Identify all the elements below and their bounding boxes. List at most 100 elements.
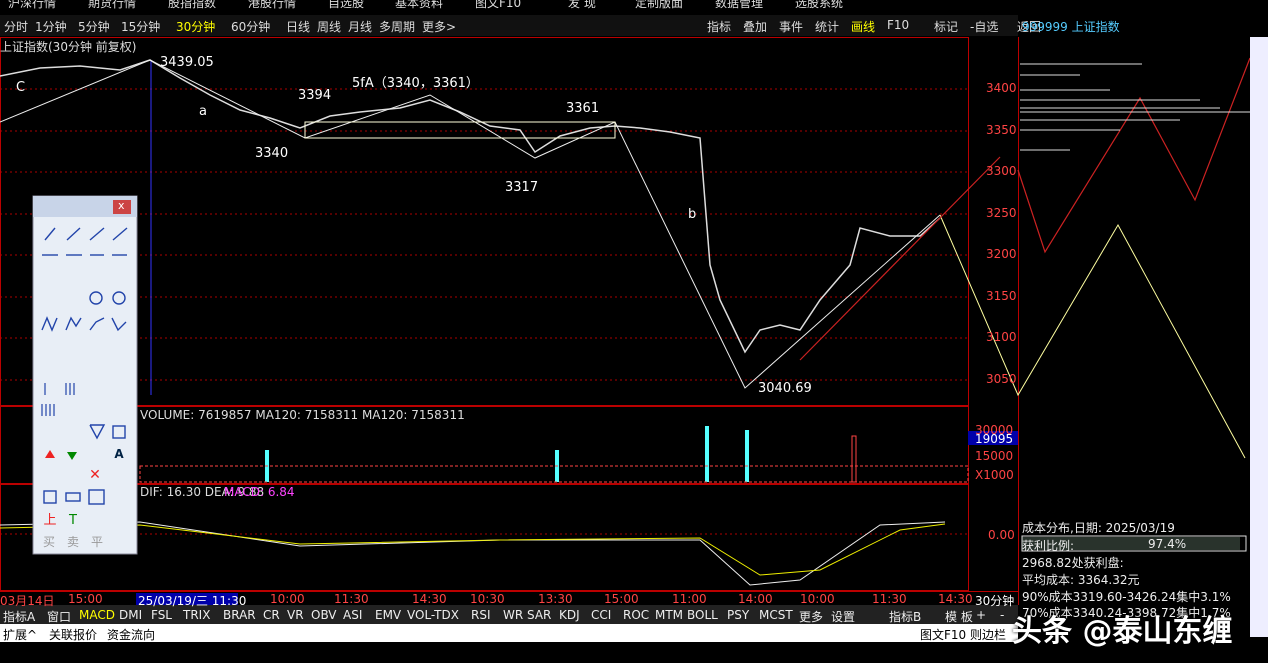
indicator-bar [0, 605, 1018, 624]
menu-item[interactable]: 发 现 [568, 0, 596, 10]
period-tab[interactable]: 更多> [422, 20, 457, 34]
trade-button[interactable]: 平 [91, 535, 104, 549]
toolbox-close[interactable] [113, 200, 131, 214]
tool-icon[interactable] [89, 317, 105, 331]
indicator-tab[interactable]: 窗口 [47, 610, 72, 624]
toolbox-close-label[interactable]: x [118, 199, 125, 212]
indicator-tab[interactable]: CR [263, 608, 280, 622]
period-tab[interactable]: 月线 [348, 20, 373, 34]
time-label: 10:00 [800, 592, 835, 606]
tool-icon[interactable] [89, 227, 105, 241]
cost-text: 获利比例: [1022, 539, 1075, 553]
indicator-tab[interactable]: 模 板 [945, 610, 973, 624]
indicator-tab[interactable]: RSI [471, 608, 491, 622]
tool-tab[interactable]: 指标 [707, 20, 732, 34]
indicator-tab[interactable]: TRIX [183, 608, 211, 622]
tool-icon[interactable]: A [114, 447, 124, 461]
indicator-tab[interactable]: KDJ [559, 608, 580, 622]
menu-item[interactable]: 基本资料 [395, 0, 444, 10]
wave-line [0, 59, 941, 389]
tool-icon[interactable] [112, 425, 126, 439]
period-tab[interactable]: 5分钟 [78, 20, 110, 34]
tool-tab[interactable]: 叠加 [743, 20, 768, 34]
price-tick: 3350 [986, 123, 1017, 137]
tool-icon[interactable] [45, 450, 55, 458]
tool-icon[interactable] [112, 291, 126, 305]
indicator-tab[interactable]: 指标A [3, 610, 36, 624]
indicator-tab[interactable]: WR [503, 608, 524, 622]
status-tab[interactable]: 图文F10 [920, 628, 967, 642]
period-tab[interactable]: 15分钟 [121, 20, 161, 34]
status-tab[interactable]: 关联报价 [49, 628, 98, 642]
indicator-tab[interactable]: PSY [727, 608, 750, 622]
tool-tab[interactable]: 统计 [815, 20, 840, 34]
tool-icon[interactable] [41, 316, 58, 332]
tool-tab[interactable]: 返回 [1017, 20, 1042, 34]
tool-icon[interactable] [43, 490, 57, 504]
indicator-tab[interactable]: SAR [527, 608, 552, 622]
indicator-tab[interactable]: ROC [623, 608, 650, 622]
indicator-tab[interactable]: + [976, 608, 987, 622]
menu-item[interactable]: 沪深行情 [8, 0, 57, 10]
status-tab[interactable]: 资金流向 [107, 628, 156, 642]
period-tab[interactable]: 日线 [286, 20, 311, 34]
indicator-tab[interactable]: - [1000, 608, 1005, 622]
indicator-tab[interactable]: MACD [79, 608, 115, 622]
period-tab[interactable]: 周线 [317, 20, 342, 34]
menu-item[interactable]: 自选股 [328, 0, 365, 10]
tool-icon[interactable] [89, 424, 106, 440]
menu-item[interactable]: 定制版面 [635, 0, 684, 10]
tool-icon[interactable] [66, 227, 81, 241]
indicator-tab[interactable]: BOLL [687, 608, 718, 622]
period-tab[interactable]: 1分钟 [35, 20, 67, 34]
period-tab[interactable]: 多周期 [379, 20, 416, 34]
period-tab[interactable]: 分时 [4, 20, 29, 34]
tool-tab[interactable]: F10 [887, 18, 910, 32]
menu-item[interactable]: 选股系统 [795, 0, 844, 10]
tool-icon[interactable]: ✕ [89, 467, 101, 483]
indicator-tab[interactable]: MCST [759, 608, 793, 622]
tool-tab[interactable]: 画线 [851, 20, 876, 34]
indicator-tab[interactable]: EMV [375, 608, 402, 622]
period-tab[interactable]: 30分钟 [176, 20, 216, 34]
tool-icon[interactable] [65, 492, 81, 502]
indicator-tab[interactable]: CCI [591, 608, 612, 622]
tool-icon[interactable] [89, 291, 103, 305]
tool-icon[interactable] [88, 489, 105, 505]
trade-button[interactable]: 卖 [67, 535, 80, 549]
indicator-tab[interactable]: VOL-TDX [407, 608, 459, 622]
indicator-tab[interactable]: DMI [119, 608, 143, 622]
tool-icon[interactable] [111, 317, 127, 332]
tool-tab[interactable]: 事件 [779, 20, 804, 34]
indicator-tab[interactable]: 更多 [799, 610, 824, 624]
tool-icon[interactable] [65, 316, 82, 331]
status-tab[interactable]: 则边栏 [970, 628, 1007, 642]
menu-item[interactable]: 数据管理 [715, 0, 764, 10]
indicator-tab[interactable]: ASI [343, 608, 363, 622]
price-tick: 3200 [986, 247, 1017, 261]
status-tab[interactable]: 扩展^ [3, 628, 38, 642]
trade-button[interactable]: 买 [43, 535, 56, 549]
indicator-tab[interactable]: 设置 [831, 610, 856, 624]
tool-icon[interactable] [67, 452, 77, 460]
tool-icon[interactable] [44, 227, 56, 241]
indicator-tab[interactable]: 指标B [889, 610, 922, 624]
menu-item[interactable]: 港股行情 [248, 0, 297, 10]
cost-title: 成本分布,日期: 2025/03/19 [1022, 521, 1175, 535]
indicator-tab[interactable]: MTM [655, 608, 684, 622]
tool-tab[interactable]: -自选 [970, 20, 999, 34]
tool-tab[interactable]: 标记 [934, 20, 959, 34]
indicator-tab[interactable]: BRAR [223, 608, 256, 622]
tool-icon[interactable]: T [68, 513, 77, 528]
tool-icon[interactable]: 上 [43, 513, 56, 528]
menu-item[interactable]: 股指指数 [168, 0, 217, 10]
indicator-tab[interactable]: VR [287, 608, 304, 622]
menu-item[interactable]: 期货行情 [88, 0, 137, 10]
tool-icon[interactable] [112, 227, 128, 241]
indicator-tab[interactable]: OBV [311, 608, 337, 622]
menu-item[interactable]: 图文F10 [475, 0, 522, 10]
indicator-tab[interactable]: FSL [151, 608, 172, 622]
period-tab[interactable]: 60分钟 [231, 20, 271, 34]
